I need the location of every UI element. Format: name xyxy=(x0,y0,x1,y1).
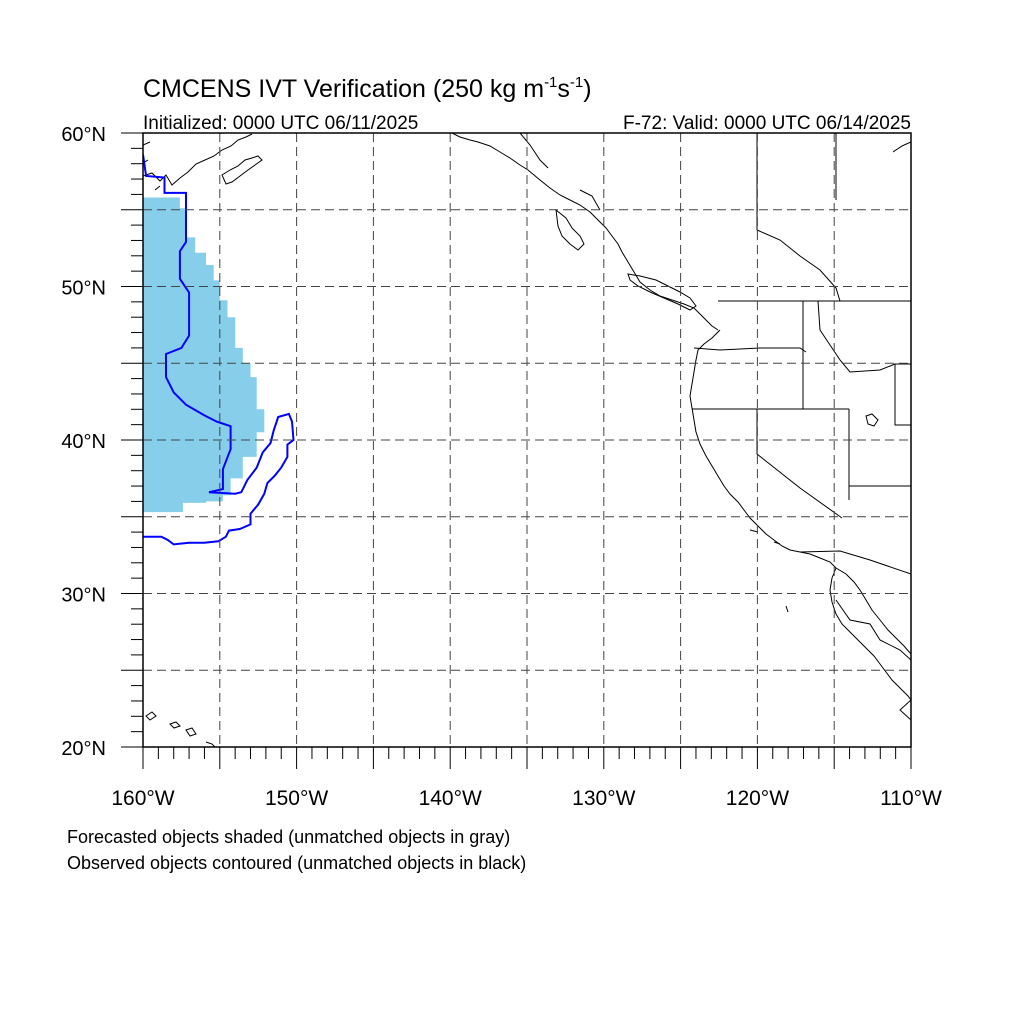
coastlines xyxy=(143,133,911,747)
gulf-of-alaska-coast xyxy=(451,133,719,331)
forecast-layer xyxy=(143,197,265,513)
lat-label: 60°N xyxy=(61,124,106,146)
us-west-coast xyxy=(689,329,837,569)
hawaii-islands xyxy=(145,711,216,747)
baja-california xyxy=(829,567,911,701)
mt-id-border xyxy=(817,300,911,373)
mexico-coast xyxy=(899,699,911,721)
great-salt-lake xyxy=(865,413,879,427)
init-time: Initialized: 0000 UTC 06/11/2025 xyxy=(143,113,418,134)
plot-area xyxy=(143,133,911,747)
caption-forecast: Forecasted objects shaded (unmatched obj… xyxy=(67,827,511,847)
lat-label: 30°N xyxy=(61,585,106,607)
lon-label: 140°W xyxy=(419,787,482,810)
forecast-object-shade xyxy=(143,197,265,513)
wy-border xyxy=(894,364,911,426)
valid-time: F-72: Valid: 0000 UTC 06/14/2025 xyxy=(623,113,911,134)
kodiak-island xyxy=(221,155,263,185)
us-mexico-border xyxy=(799,550,911,575)
nv-ca-border xyxy=(756,409,843,519)
channel-islands xyxy=(749,529,789,613)
hudson-coast xyxy=(892,141,911,153)
mexico-inner-border xyxy=(835,599,911,661)
bc-islands xyxy=(555,208,697,311)
gulf-of-california xyxy=(835,567,911,655)
lon-label: 160°W xyxy=(111,787,174,810)
longitude-labels: 160°W 150°W 140°W 130°W 120°W 110°W xyxy=(111,787,942,810)
alaska-peninsula-coast xyxy=(143,133,253,186)
lon-label: 150°W xyxy=(265,787,328,810)
axis-ticks xyxy=(121,132,912,769)
bc-alberta-border xyxy=(756,133,841,302)
lon-label: 110°W xyxy=(880,787,942,810)
caption-observed: Observed objects contoured (unmatched ob… xyxy=(67,853,527,873)
alaska-panhandle xyxy=(519,133,601,211)
observed-contour-layer xyxy=(143,154,295,546)
lat-label: 40°N xyxy=(61,431,106,453)
wa-or-border xyxy=(693,347,807,353)
map-title: CMCENS IVT Verification (250 kg m-1s-1) xyxy=(143,74,592,103)
gridlines xyxy=(143,133,911,747)
lon-label: 130°W xyxy=(572,787,635,810)
latitude-labels: 60°N 50°N 40°N 30°N 20°N xyxy=(61,124,106,760)
lat-label: 50°N xyxy=(61,278,106,300)
lat-label: 20°N xyxy=(61,738,106,760)
lon-label: 120°W xyxy=(726,787,789,810)
observed-object-contour xyxy=(143,154,295,546)
